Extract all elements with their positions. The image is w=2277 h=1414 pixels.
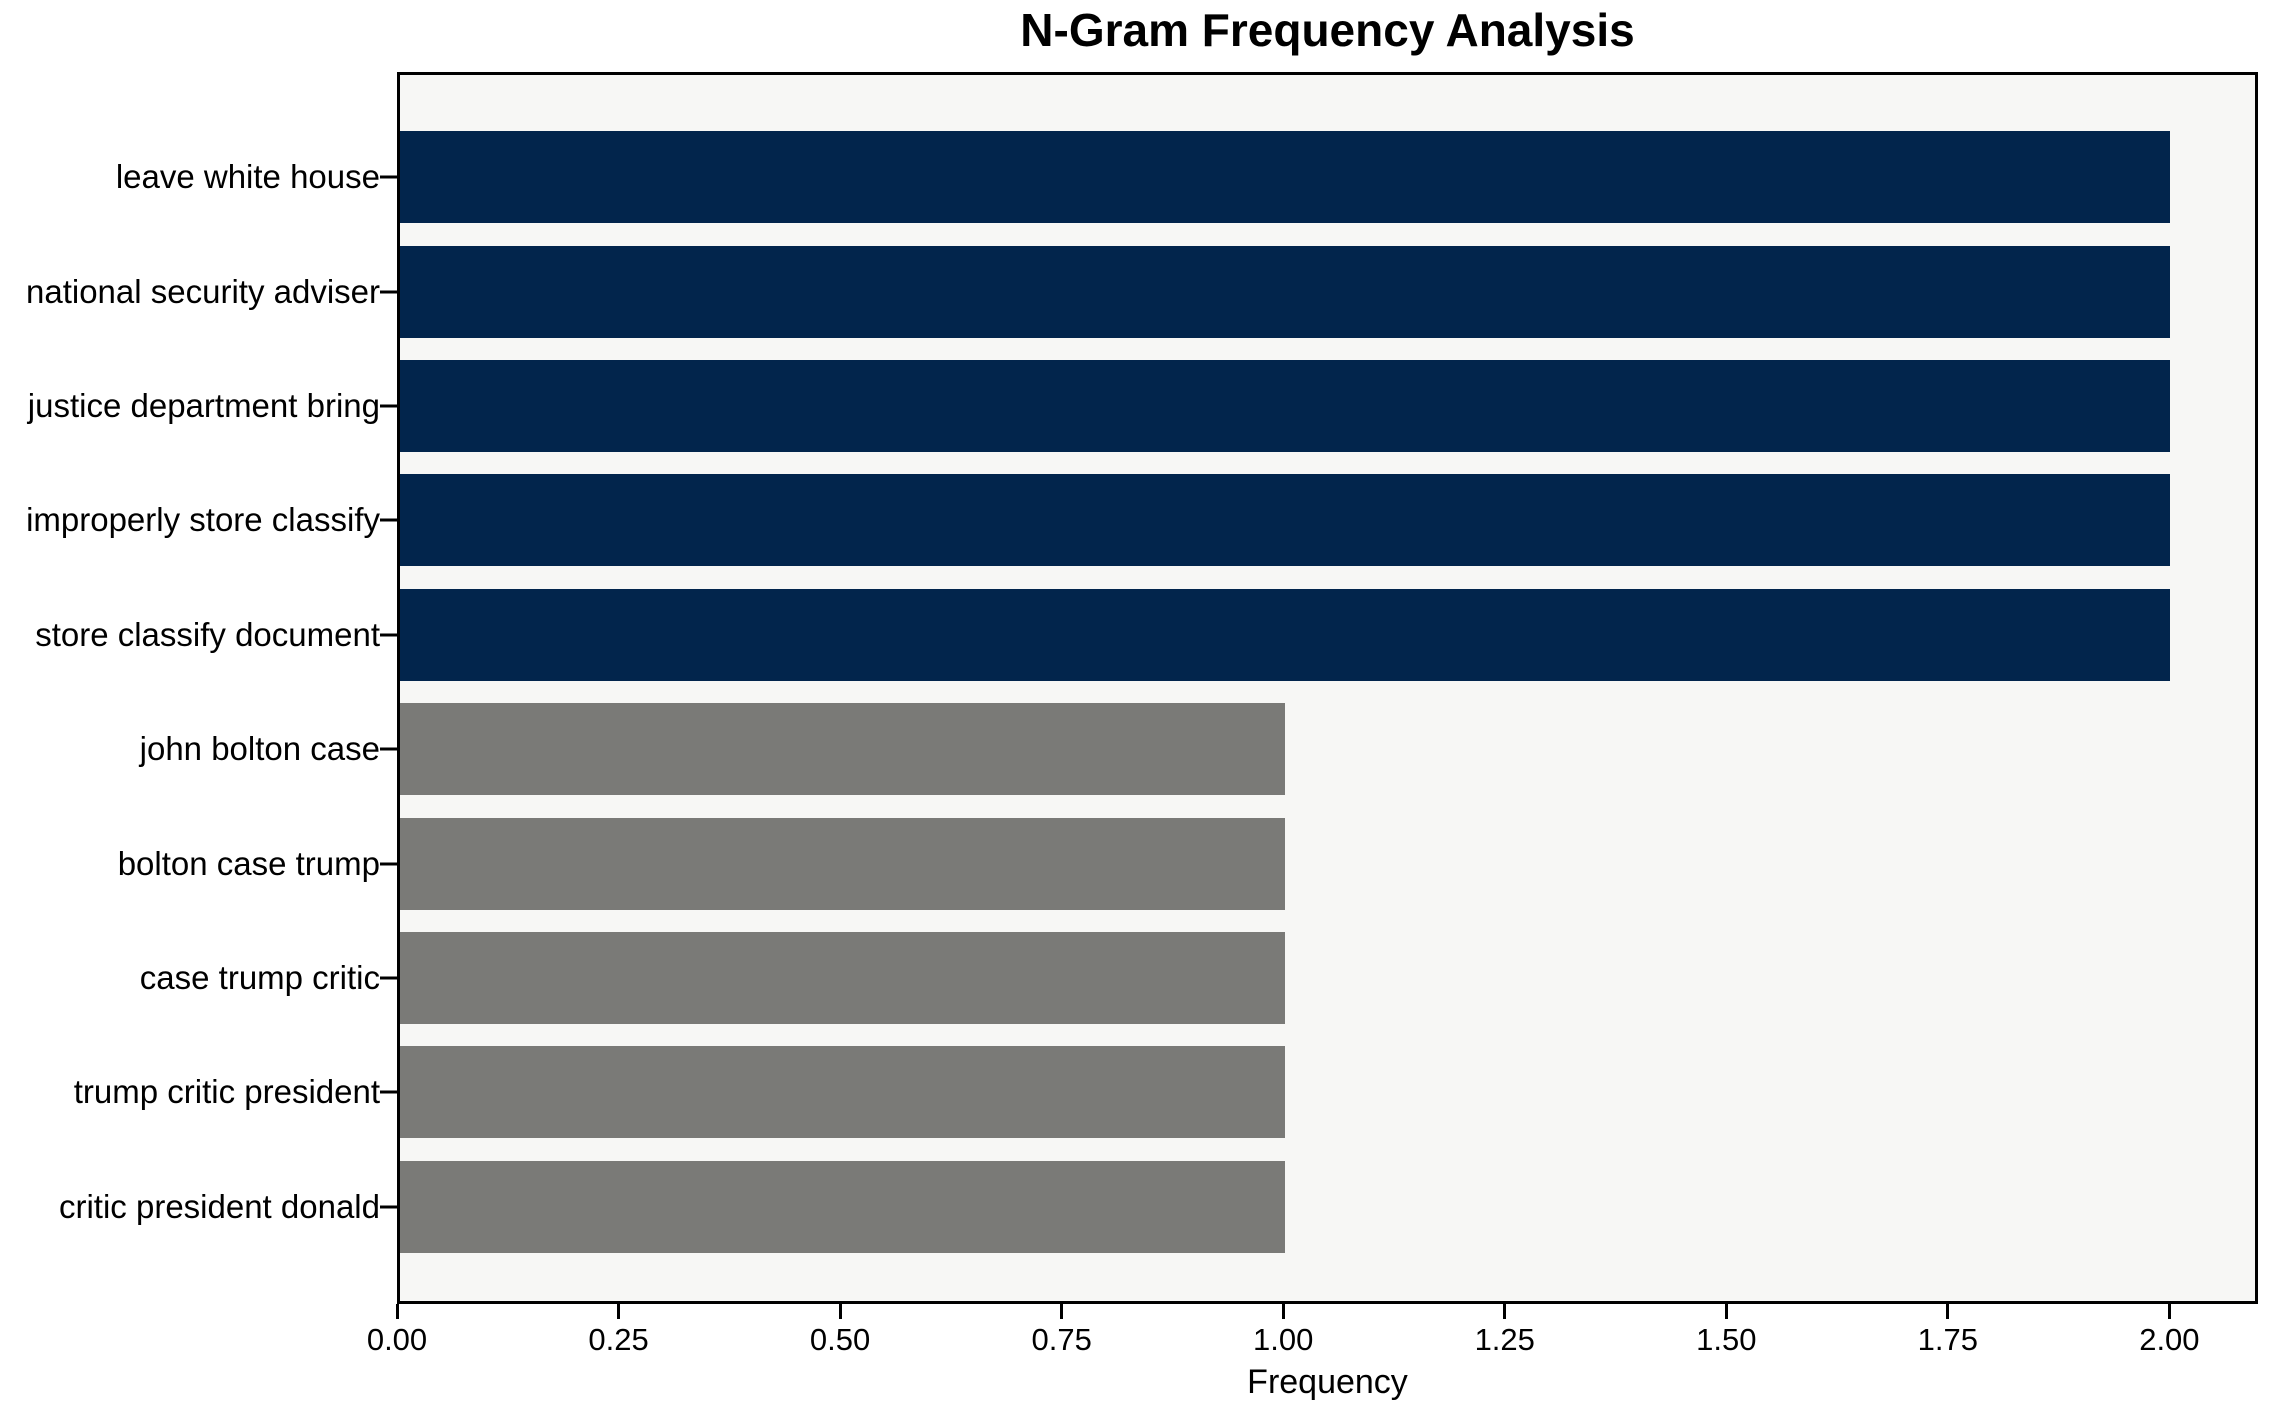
x-tick-label: 1.25 [1474, 1322, 1535, 1357]
x-tick-mark [1503, 1304, 1507, 1319]
x-tick-label: 0.50 [809, 1322, 871, 1357]
x-tick-mark [395, 1304, 399, 1319]
x-tick-mark [1281, 1304, 1285, 1319]
y-tick-label: national security adviser [25, 272, 380, 310]
x-tick-label: 0.75 [1031, 1322, 1092, 1357]
y-tick-mark [380, 404, 397, 408]
y-tick-mark [380, 1205, 397, 1209]
bar-row: bolton case trump [0, 806, 2277, 920]
y-tick-label: leave white house [115, 158, 380, 196]
bar-row: john bolton case [0, 692, 2277, 806]
frequency-bar [400, 245, 2170, 338]
y-tick-mark [380, 290, 397, 294]
y-tick-mark [380, 976, 397, 980]
x-tick-mark [617, 1304, 621, 1319]
y-tick-mark [380, 175, 397, 179]
y-tick-mark [380, 518, 397, 522]
x-tick-mark [838, 1304, 842, 1319]
y-tick-label: bolton case trump [117, 844, 380, 882]
bar-row: critic president donald [0, 1150, 2277, 1264]
frequency-bar [400, 1160, 1285, 1253]
x-tick-label: 0.25 [588, 1322, 649, 1357]
x-tick-mark [2167, 1304, 2171, 1319]
bar-row: leave white house [0, 120, 2277, 234]
x-tick-label: 0.00 [366, 1322, 428, 1357]
frequency-bar [400, 817, 1285, 910]
bar-row: national security adviser [0, 234, 2277, 348]
y-tick-mark [380, 747, 397, 751]
y-tick-mark [380, 633, 397, 637]
x-tick-label: 1.00 [1253, 1322, 1314, 1357]
y-tick-label: trump critic president [73, 1073, 380, 1111]
x-tick-label: 1.50 [1696, 1322, 1757, 1357]
frequency-bar [400, 474, 2170, 567]
bar-row: trump critic president [0, 1035, 2277, 1149]
chart-title: N-Gram Frequency Analysis [1020, 4, 1635, 56]
x-tick-mark [1724, 1304, 1728, 1319]
y-tick-label: john bolton case [139, 730, 380, 768]
y-tick-label: store classify document [35, 615, 380, 653]
frequency-bar [400, 703, 1285, 796]
frequency-bar [400, 588, 2170, 681]
x-tick-label: 1.75 [1917, 1322, 1978, 1357]
y-tick-label: critic president donald [58, 1187, 380, 1225]
y-tick-label: improperly store classify [26, 501, 380, 539]
x-tick-mark [1946, 1304, 1950, 1319]
x-tick-label: 2.00 [2139, 1322, 2200, 1357]
frequency-bar [400, 360, 2170, 453]
bars-layer: leave white house national security advis… [0, 120, 2277, 1264]
frequency-bar [400, 932, 1285, 1025]
x-axis-title: Frequency [1247, 1363, 1408, 1401]
frequency-bar [400, 131, 2170, 224]
y-tick-mark [380, 1090, 397, 1094]
frequency-bar [400, 1046, 1285, 1139]
bar-row: case trump critic [0, 921, 2277, 1035]
y-tick-mark [380, 862, 397, 866]
bar-row: store classify document [0, 578, 2277, 692]
bar-row: justice department bring [0, 349, 2277, 463]
y-tick-label: case trump critic [139, 959, 380, 997]
bar-row: improperly store classify [0, 463, 2277, 577]
x-tick-mark [1060, 1304, 1064, 1319]
y-tick-label: justice department bring [27, 387, 380, 425]
